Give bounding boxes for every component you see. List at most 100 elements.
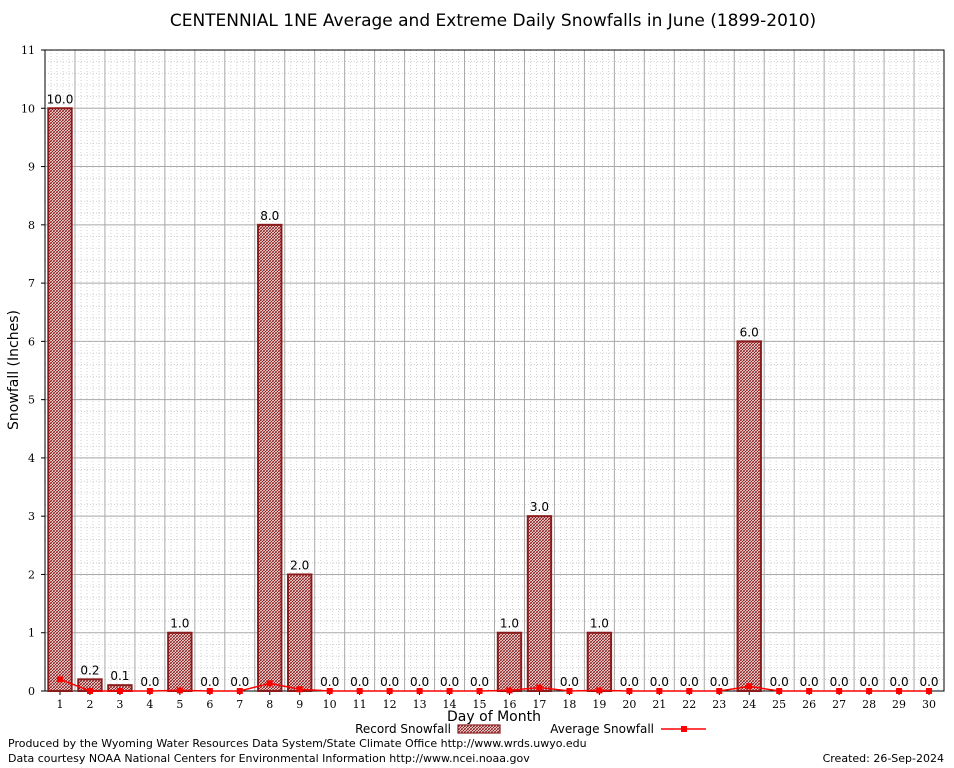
- average-point: [146, 688, 153, 694]
- average-point: [596, 687, 603, 694]
- x-tick-label: 18: [562, 698, 576, 711]
- average-series-line: [59, 678, 930, 692]
- bar-value-label: 2.0: [290, 558, 309, 572]
- x-tick-label: 29: [892, 698, 906, 711]
- footer-created-date: Created: 26-Sep-2024: [823, 752, 944, 765]
- bar-value-label: 0.0: [410, 675, 429, 689]
- x-tick-label: 2: [86, 698, 93, 711]
- average-point: [926, 688, 933, 694]
- bar-value-label: 0.0: [440, 675, 459, 689]
- y-tick-label: 1: [28, 627, 35, 640]
- bar-value-label: 0.0: [470, 675, 489, 689]
- x-tick-label: 23: [712, 698, 726, 711]
- average-point: [176, 687, 183, 694]
- record-bar: [287, 573, 313, 692]
- bar-value-label: 0.0: [830, 675, 849, 689]
- record-bar: [257, 223, 283, 692]
- average-point: [866, 688, 873, 694]
- average-point: [896, 688, 903, 694]
- legend-record-label: Record Snowfall: [355, 722, 451, 736]
- legend: Record Snowfall Average Snowfall: [355, 722, 706, 736]
- record-bar: [526, 515, 553, 692]
- bar-value-label: 0.0: [140, 675, 159, 689]
- x-tick-label: 13: [413, 698, 427, 711]
- x-tick-label: 7: [236, 698, 243, 711]
- y-tick-label: 8: [28, 219, 35, 232]
- x-tick-label: 11: [353, 698, 367, 711]
- bar-value-label: 10.0: [47, 92, 74, 106]
- average-point: [536, 684, 543, 691]
- bar-value-label: 0.0: [860, 675, 879, 689]
- x-axis-label: Day of Month: [447, 709, 541, 725]
- x-tick-label: 5: [176, 698, 183, 711]
- bar-value-label: 0.0: [560, 675, 579, 689]
- bar-value-label: 3.0: [530, 500, 549, 514]
- bar-value-label: 8.0: [260, 209, 279, 223]
- average-point: [806, 688, 813, 694]
- average-point: [446, 688, 453, 694]
- x-tick-label: 12: [383, 698, 397, 711]
- x-tick-label: 21: [652, 698, 666, 711]
- x-tick-label: 4: [146, 698, 153, 711]
- average-point: [296, 686, 303, 693]
- x-tick-label: 17: [532, 698, 546, 711]
- x-tick-label: 1: [56, 698, 63, 711]
- bar-value-label: 0.0: [380, 675, 399, 689]
- record-bar: [496, 631, 523, 693]
- x-tick-label: 24: [742, 698, 756, 711]
- average-point: [746, 683, 753, 690]
- data-labels: 10.0 0.2 0.1 0.0 1.0 0.0 0.0 8.0 2.0 0.0 0.0 0.0 0.0…: [47, 92, 939, 689]
- x-tick-label: 9: [296, 698, 303, 711]
- average-point: [266, 680, 273, 687]
- y-tick-label: 9: [28, 161, 35, 174]
- bar-value-label: 0.0: [800, 675, 819, 689]
- y-axis-ticks: 0 1 2 3 4 5 6 7 8 9 10 11: [21, 44, 45, 698]
- average-point: [626, 688, 633, 694]
- bar-value-label: 0.0: [710, 675, 729, 689]
- bar-value-label: 1.0: [590, 617, 609, 631]
- record-bar: [586, 631, 613, 693]
- average-point: [326, 688, 333, 694]
- x-tick-label: 30: [922, 698, 936, 711]
- average-point: [236, 688, 243, 694]
- x-tick-label: 10: [323, 698, 337, 711]
- y-axis-label: Snowfall (Inches): [6, 310, 22, 430]
- y-tick-label: 5: [28, 394, 35, 407]
- average-point: [656, 688, 663, 694]
- x-tick-label: 20: [622, 698, 636, 711]
- bar-value-label: 0.0: [890, 675, 909, 689]
- bar-value-label: 1.0: [500, 617, 519, 631]
- bar-value-label: 0.0: [680, 675, 699, 689]
- x-axis-ticks: 1 2 3 4 5 6 7 8 9 10 11 12 13 14 15 16 17 18 19 20 21 22 23 24 2…: [56, 691, 936, 711]
- record-bars: [47, 107, 762, 693]
- y-tick-label: 4: [28, 452, 35, 465]
- record-bar: [167, 631, 193, 693]
- bar-value-label: 6.0: [740, 325, 759, 339]
- x-tick-label: 19: [592, 698, 606, 711]
- footer-credit-ncei: Data courtesy NOAA National Centers for …: [8, 752, 530, 765]
- y-tick-label: 0: [28, 685, 35, 698]
- x-tick-label: 27: [832, 698, 846, 711]
- average-point: [776, 688, 783, 694]
- average-point: [386, 688, 393, 694]
- record-bar: [47, 107, 73, 693]
- legend-average-label: Average Snowfall: [550, 722, 654, 736]
- chart-title: CENTENNIAL 1NE Average and Extreme Daily…: [170, 11, 816, 31]
- x-tick-label: 16: [502, 698, 516, 711]
- x-tick-label: 14: [443, 698, 457, 711]
- average-point: [206, 688, 213, 694]
- legend-average-marker: [681, 726, 687, 732]
- average-point: [356, 688, 363, 694]
- y-tick-label: 6: [28, 335, 35, 348]
- average-point: [56, 676, 63, 683]
- bar-value-label: 0.0: [230, 675, 249, 689]
- bar-value-label: 0.0: [650, 675, 669, 689]
- y-tick-label: 11: [21, 44, 35, 57]
- average-point: [506, 687, 513, 694]
- footer-credit-wrds: Produced by the Wyoming Water Resources …: [8, 737, 587, 750]
- bar-value-label: 0.0: [919, 675, 938, 689]
- x-tick-label: 28: [862, 698, 876, 711]
- bar-value-label: 0.0: [350, 675, 369, 689]
- x-tick-label: 26: [802, 698, 816, 711]
- average-line: [56, 676, 933, 694]
